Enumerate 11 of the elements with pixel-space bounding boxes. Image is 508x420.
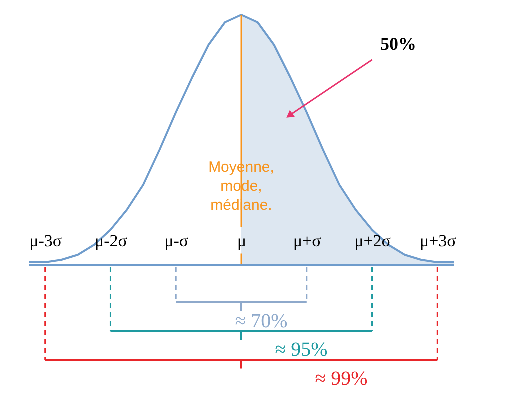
x-tick-label: μ+3σ xyxy=(420,232,456,250)
x-tick-label: μ+2σ xyxy=(354,232,391,250)
x-tick-label: μ-σ xyxy=(164,232,189,250)
x-tick-label: μ-3σ xyxy=(30,232,62,250)
x-tick-label: μ+σ xyxy=(293,232,322,250)
text: ≈ 70% xyxy=(235,310,288,332)
x-tick-label: μ-2σ xyxy=(95,232,128,250)
text: ≈ 99% xyxy=(315,368,368,390)
x-tick-label: μ xyxy=(237,232,247,250)
annotation: 50% xyxy=(380,34,416,54)
text: ≈ 95% xyxy=(275,339,328,361)
